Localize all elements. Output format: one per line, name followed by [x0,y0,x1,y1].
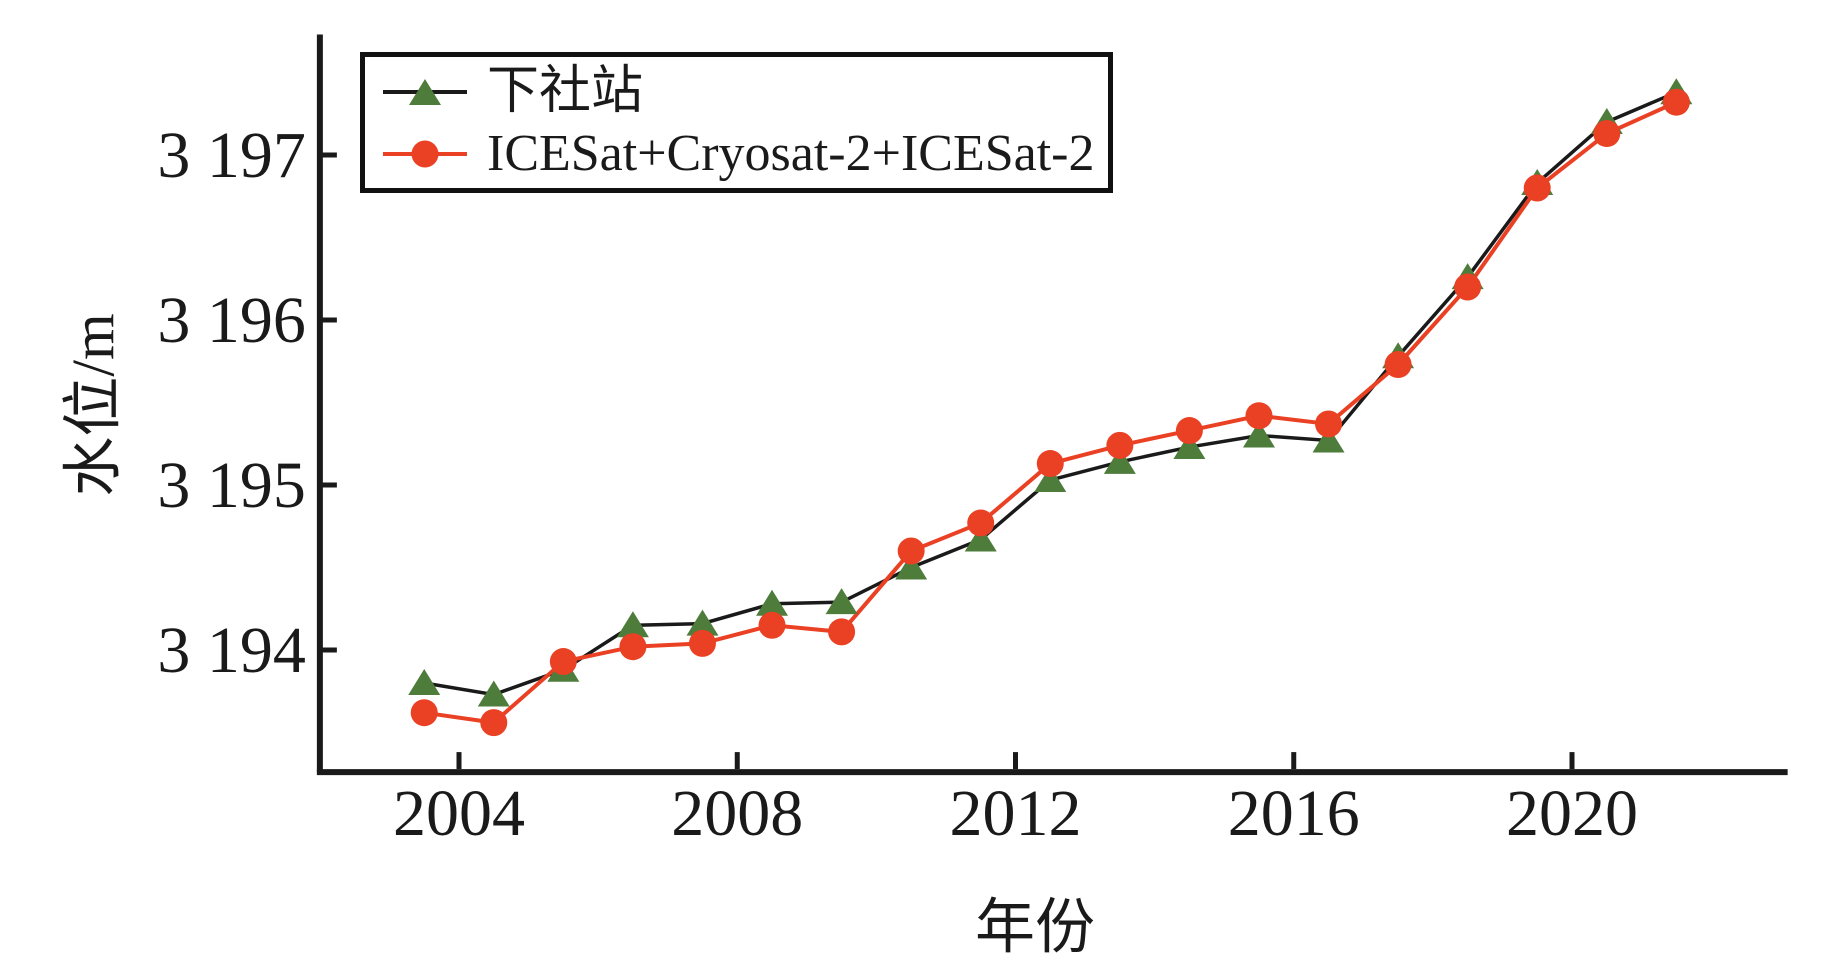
circle-marker-icon [619,633,647,661]
y-tick-label: 3 195 [157,449,306,522]
triangle-marker-icon [1242,421,1275,448]
x-tick-label: 2020 [1506,777,1638,850]
circle-marker-icon [897,537,925,565]
circle-marker-icon [688,629,716,657]
circle-marker-icon [383,140,467,167]
circle-marker-icon [1384,351,1412,379]
triangle-marker-icon [616,611,649,638]
x-axis-title: 年份 [975,894,1095,961]
circle-marker-icon [1315,410,1343,438]
legend-label-satellite: ICESat+Cryosat-2+ICESat-2 [487,124,1095,182]
circle-marker-icon [410,699,438,727]
circle-marker-icon [828,618,856,646]
legend-item-station: 下社站 [381,62,1108,122]
circle-marker-icon [1175,417,1203,445]
triangle-marker-icon [383,78,467,105]
triangle-marker-icon [1312,426,1345,453]
circle-marker-icon [1106,431,1134,459]
triangle-marker-icon [1173,433,1206,460]
x-tick-label: 2016 [1228,777,1360,850]
circle-marker-icon [967,509,995,537]
triangle-marker-icon [964,525,997,552]
y-axis-title: 水位/m [60,313,127,497]
triangle-marker-icon [686,609,719,636]
triangle-marker-icon [408,669,441,695]
triangle-marker-icon [756,589,789,616]
circle-marker-icon [480,709,508,737]
circle-marker-icon [1036,450,1064,478]
x-tick-label: 2008 [671,777,803,850]
triangle-marker-icon [1103,447,1136,474]
legend-item-satellite: ICESat+Cryosat-2+ICESat-2 [381,124,1108,184]
circle-marker-icon [1593,120,1621,148]
series-line-1 [423,100,1678,725]
circle-marker-icon [1662,88,1690,116]
y-tick-label: 3 194 [157,614,306,687]
circle-marker-icon [1523,174,1551,202]
y-tick-label: 3 196 [157,284,306,357]
circle-marker-icon [1454,273,1482,301]
circle-marker-icon [758,611,786,639]
y-tick-label: 3 197 [157,119,306,192]
x-tick-label: 2012 [950,777,1082,850]
circle-marker-icon [1245,402,1273,430]
legend: 下社站 ICESat+Cryosat-2+ICESat-2 [360,52,1113,193]
triangle-marker-icon [895,553,928,580]
legend-label-station: 下社站 [487,62,644,120]
triangle-marker-icon [477,680,510,707]
circle-marker-icon [549,648,577,676]
x-tick-label: 2004 [393,777,525,850]
triangle-marker-icon [825,588,858,615]
triangle-marker-icon [1034,466,1067,493]
